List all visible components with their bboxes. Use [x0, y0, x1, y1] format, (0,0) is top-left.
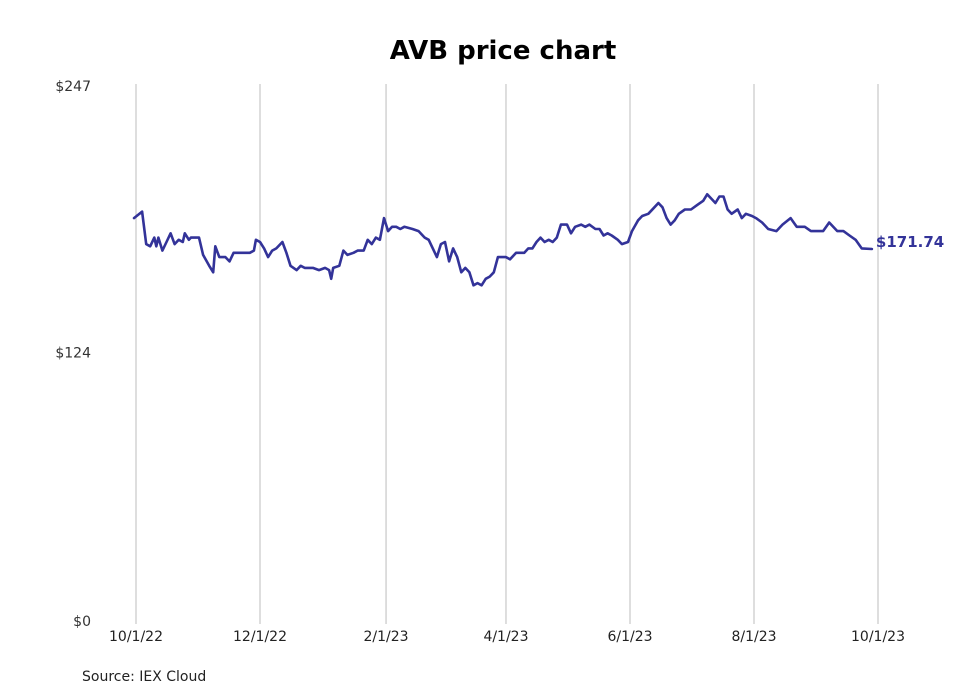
vertical-gridlines [135, 84, 879, 624]
y-tick-label: $124 [55, 345, 91, 361]
chart-title: AVB price chart [390, 36, 617, 66]
y-axis-ticks: $0 $124 $247 [55, 79, 91, 630]
x-tick-label: 2/1/23 [364, 629, 409, 645]
last-price-label: $171.74 [876, 233, 944, 251]
x-axis-ticks: 10/1/22 12/1/22 2/1/23 4/1/23 6/1/23 8/1/23 10… [109, 629, 905, 645]
x-tick-label: 6/1/23 [607, 629, 652, 645]
y-tick-label: $0 [73, 614, 91, 630]
source-note: Source: IEX Cloud [82, 669, 207, 685]
x-tick-label: 8/1/23 [731, 629, 776, 645]
price-series-line [132, 193, 874, 287]
x-tick-label: 4/1/23 [483, 629, 528, 645]
x-tick-label: 10/1/22 [109, 629, 163, 645]
y-tick-label: $247 [55, 79, 91, 95]
x-tick-label: 10/1/23 [851, 629, 905, 645]
x-tick-label: 12/1/22 [233, 629, 287, 645]
